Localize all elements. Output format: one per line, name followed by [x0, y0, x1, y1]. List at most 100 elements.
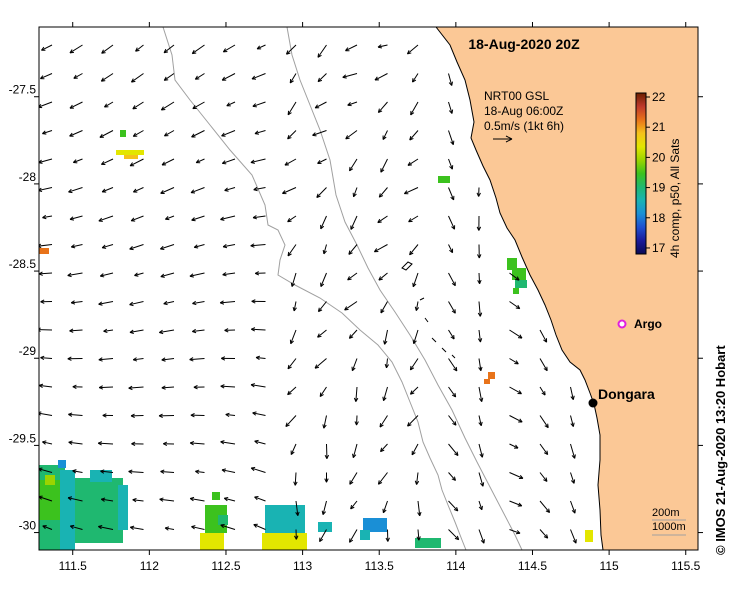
- current-vector: [223, 244, 236, 248]
- current-vector: [410, 386, 419, 395]
- current-vector-head: [409, 136, 414, 141]
- isobath-200m: [162, 27, 467, 550]
- current-vector-head: [384, 363, 390, 369]
- current-vector-head: [103, 328, 108, 334]
- current-vector-head: [251, 75, 257, 80]
- sst-patch: [438, 176, 450, 183]
- current-vector-head: [98, 217, 103, 222]
- current-vector: [285, 415, 297, 427]
- current-vector: [68, 187, 83, 193]
- map-plot-area: [39, 27, 698, 550]
- current-vector: [102, 244, 114, 249]
- current-vector-head: [450, 334, 455, 340]
- current-vector: [570, 472, 575, 484]
- current-vector-head: [378, 276, 383, 281]
- current-vector-head: [382, 508, 387, 514]
- land-australia: [435, 27, 698, 550]
- product-line-1: NRT00 GSL: [484, 89, 549, 103]
- current-vector-head: [252, 411, 257, 416]
- current-vector-head: [220, 440, 225, 445]
- colorbar-tick-label: 19: [652, 181, 666, 195]
- current-vector: [287, 101, 297, 116]
- current-vector-head: [322, 424, 327, 429]
- current-vector: [101, 44, 114, 54]
- current-vector-head: [163, 48, 169, 54]
- current-vector: [160, 272, 175, 278]
- current-vector: [101, 498, 114, 502]
- current-vector: [413, 329, 419, 344]
- current-vector: [291, 272, 297, 287]
- current-vector: [294, 472, 297, 486]
- current-vector: [448, 187, 455, 201]
- sst-patch: [360, 530, 370, 540]
- current-vector-head: [289, 339, 294, 345]
- current-vector-head: [344, 306, 349, 311]
- current-vector-head: [379, 423, 384, 428]
- current-vector-head: [479, 453, 484, 458]
- current-vector-head: [221, 356, 226, 361]
- y-tick-label: -29.5: [9, 431, 37, 445]
- current-vector-head: [287, 251, 292, 257]
- current-vector-head: [134, 272, 139, 277]
- current-vector: [159, 498, 175, 502]
- x-tick-label: 112.5: [211, 559, 240, 573]
- current-vector: [448, 158, 453, 170]
- current-vector: [164, 130, 175, 137]
- current-vector: [73, 73, 83, 79]
- current-vector-head: [189, 440, 195, 446]
- current-vector-head: [293, 481, 298, 486]
- current-vector: [412, 73, 419, 83]
- current-vector: [295, 500, 299, 516]
- current-vector-head: [514, 444, 519, 449]
- current-vector: [133, 187, 144, 193]
- current-vector-head: [317, 333, 322, 338]
- current-vector: [448, 272, 456, 286]
- current-vector-head: [324, 478, 329, 483]
- current-vector: [345, 130, 358, 140]
- current-vector-head: [67, 496, 73, 501]
- current-vector: [251, 467, 266, 473]
- current-vector: [134, 272, 144, 277]
- current-vector-head: [69, 132, 74, 137]
- current-vector: [254, 130, 266, 135]
- current-vector-head: [380, 168, 385, 173]
- sst-patch: [90, 470, 112, 482]
- sst-patch: [45, 475, 55, 485]
- current-vector: [98, 215, 114, 222]
- current-vector: [317, 158, 327, 164]
- current-vector: [509, 500, 522, 507]
- current-vector: [129, 158, 144, 167]
- current-vector: [40, 357, 53, 359]
- current-vector-head: [42, 440, 47, 445]
- map-title: 18-Aug-2020 20Z: [468, 36, 580, 52]
- current-vector: [417, 500, 421, 516]
- current-vector: [71, 301, 83, 304]
- current-vector-head: [349, 480, 354, 485]
- depth-legend-1000m: 1000m: [652, 521, 686, 533]
- current-vector: [190, 187, 205, 194]
- sst-patch: [265, 505, 305, 533]
- current-vector: [67, 272, 83, 276]
- current-vector-head: [414, 480, 420, 485]
- scale-arrow: [493, 135, 513, 143]
- current-vector: [290, 443, 297, 455]
- current-vector: [220, 385, 236, 388]
- current-vector-head: [252, 103, 257, 108]
- current-vector: [345, 44, 358, 52]
- current-vector: [39, 468, 53, 473]
- current-vector: [539, 529, 549, 539]
- current-vector: [312, 130, 327, 136]
- current-vector-head: [449, 248, 454, 254]
- current-vector: [39, 244, 53, 247]
- current-vector-head: [350, 225, 355, 230]
- current-vector-head: [294, 535, 299, 540]
- current-vector: [289, 73, 297, 84]
- current-vector-head: [571, 509, 576, 514]
- current-vector-head: [407, 422, 412, 427]
- current-vector: [195, 158, 205, 164]
- current-vector-head: [377, 480, 383, 485]
- current-vector: [192, 301, 205, 305]
- colorbar-tick-label: 17: [652, 241, 666, 255]
- current-vector: [282, 187, 297, 194]
- current-vector: [509, 443, 519, 449]
